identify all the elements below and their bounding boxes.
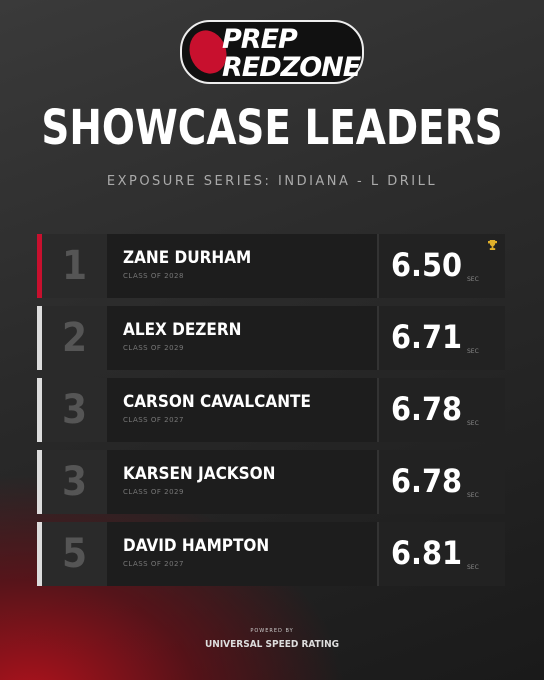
leader-row: 1 ZANE DURHAM CLASS OF 2028 6.50 SEC xyxy=(37,234,505,298)
time: 6.81 xyxy=(390,534,462,572)
time-unit: SEC xyxy=(467,420,479,427)
time-cell: 6.78 SEC xyxy=(377,450,505,514)
athlete-name: CARSON CAVALCANTE xyxy=(123,392,311,412)
athlete-name: ZANE DURHAM xyxy=(123,248,252,268)
rank: 1 xyxy=(42,234,107,298)
row-accent xyxy=(37,450,42,514)
trophy-icon xyxy=(488,240,497,250)
rank: 3 xyxy=(42,450,107,514)
logo: PREP REDZONE xyxy=(180,20,364,84)
title: SHOWCASE LEADERS xyxy=(41,100,503,156)
time-unit: SEC xyxy=(467,492,479,499)
powered-by: POWERED BY xyxy=(250,628,294,634)
time-unit: SEC xyxy=(467,276,479,283)
leader-row: 5 DAVID HAMPTON CLASS OF 2027 6.81 SEC xyxy=(37,522,505,586)
rank: 2 xyxy=(42,306,107,370)
time-cell: 6.78 SEC xyxy=(377,378,505,442)
time-cell: 6.81 SEC xyxy=(377,522,505,586)
rank: 3 xyxy=(42,378,107,442)
leader-row: 3 KARSEN JACKSON CLASS OF 2029 6.78 SEC xyxy=(37,450,505,514)
time-unit: SEC xyxy=(467,564,479,571)
athlete-name: ALEX DEZERN xyxy=(123,320,242,340)
leader-row: 2 ALEX DEZERN CLASS OF 2029 6.71 SEC xyxy=(37,306,505,370)
class-year: CLASS OF 2029 xyxy=(123,488,184,496)
leader-row: 3 CARSON CAVALCANTE CLASS OF 2027 6.78 SEC xyxy=(37,378,505,442)
time-cell: 6.50 SEC xyxy=(377,234,505,298)
class-year: CLASS OF 2027 xyxy=(123,416,184,424)
rank: 5 xyxy=(42,522,107,586)
brand: UNIVERSAL SPEED RATING xyxy=(205,639,339,650)
athlete-name: DAVID HAMPTON xyxy=(123,536,270,556)
row-accent xyxy=(37,306,42,370)
time-unit: SEC xyxy=(467,348,479,355)
logo-text: REDZONE xyxy=(222,52,361,83)
time: 6.71 xyxy=(390,318,462,356)
time: 6.50 xyxy=(390,246,462,284)
row-accent xyxy=(37,522,42,586)
logo-text: PREP xyxy=(222,24,298,55)
time: 6.78 xyxy=(390,390,462,428)
class-year: CLASS OF 2029 xyxy=(123,344,184,352)
class-year: CLASS OF 2028 xyxy=(123,272,184,280)
class-year: CLASS OF 2027 xyxy=(123,560,184,568)
subtitle: EXPOSURE SERIES: INDIANA - L DRILL xyxy=(106,174,438,189)
athlete-name: KARSEN JACKSON xyxy=(123,464,276,484)
row-accent xyxy=(37,378,42,442)
row-accent xyxy=(37,234,42,298)
time-cell: 6.71 SEC xyxy=(377,306,505,370)
time: 6.78 xyxy=(390,462,462,500)
